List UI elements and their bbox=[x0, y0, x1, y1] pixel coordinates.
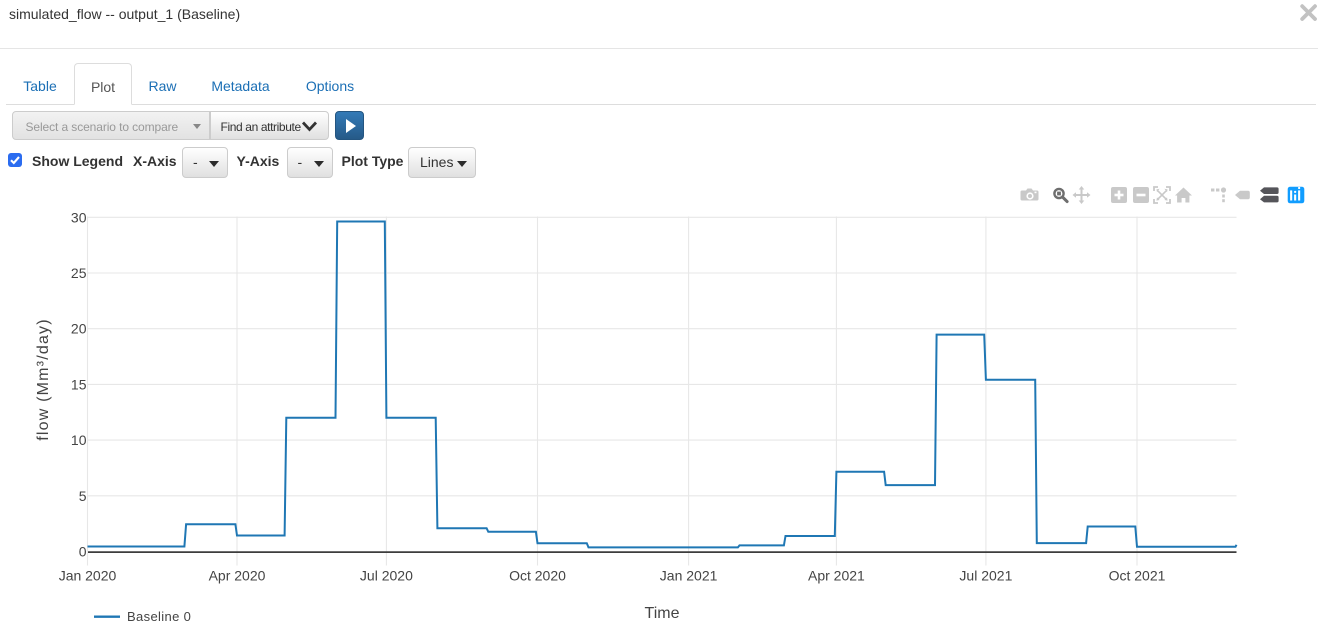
svg-text:Oct 2020: Oct 2020 bbox=[509, 568, 566, 584]
svg-text:10: 10 bbox=[71, 432, 87, 448]
svg-text:5: 5 bbox=[79, 488, 87, 504]
svg-text:20: 20 bbox=[71, 321, 87, 337]
svg-text:Apr 2021: Apr 2021 bbox=[808, 568, 865, 584]
svg-text:Baseline 0: Baseline 0 bbox=[127, 609, 191, 624]
svg-text:Jul 2021: Jul 2021 bbox=[959, 568, 1012, 584]
svg-text:Jan 2021: Jan 2021 bbox=[660, 568, 718, 584]
svg-text:25: 25 bbox=[71, 265, 87, 281]
svg-text:30: 30 bbox=[71, 209, 87, 225]
svg-text:Jan 2020: Jan 2020 bbox=[59, 568, 117, 584]
svg-text:0: 0 bbox=[79, 544, 87, 560]
svg-text:Jul 2020: Jul 2020 bbox=[360, 568, 413, 584]
svg-text:Time: Time bbox=[645, 605, 680, 622]
svg-text:Apr 2020: Apr 2020 bbox=[209, 568, 266, 584]
svg-text:Oct 2021: Oct 2021 bbox=[1109, 568, 1166, 584]
svg-text:15: 15 bbox=[71, 376, 87, 392]
svg-text:flow (Mm³/day): flow (Mm³/day) bbox=[35, 318, 52, 441]
